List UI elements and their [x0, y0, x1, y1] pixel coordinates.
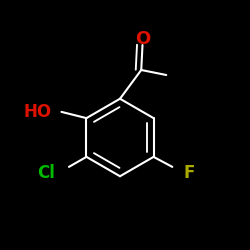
Text: O: O: [135, 30, 150, 48]
Text: Cl: Cl: [37, 164, 55, 182]
Text: HO: HO: [24, 103, 52, 121]
Text: F: F: [184, 164, 195, 182]
